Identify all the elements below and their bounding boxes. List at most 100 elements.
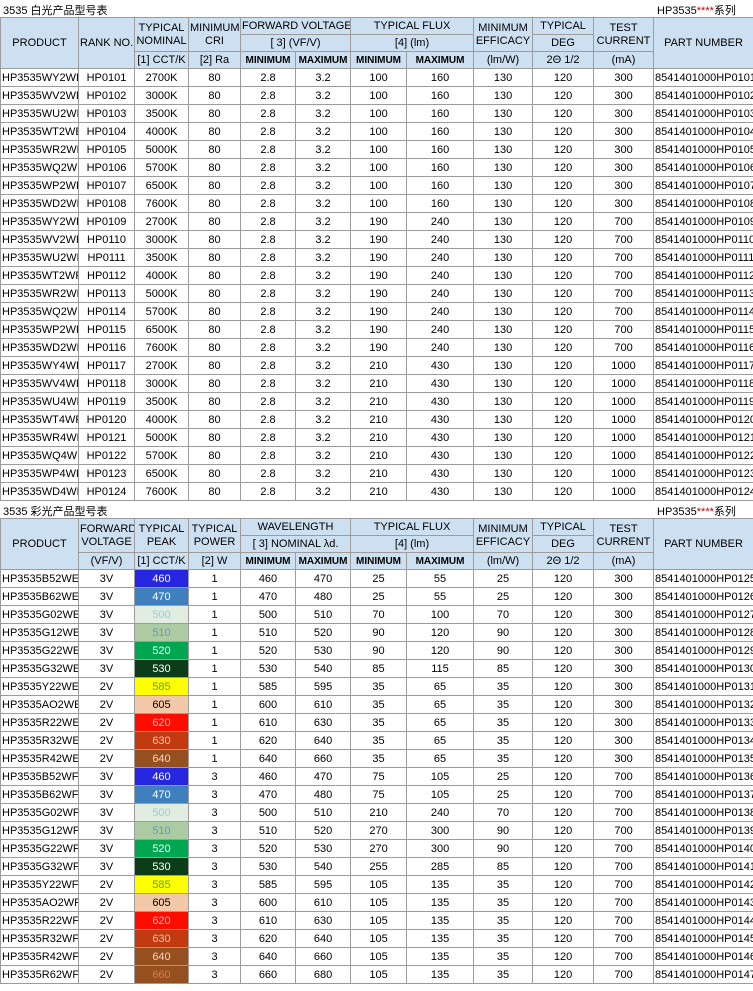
cell-flux-min: 105 [350, 929, 408, 948]
cell-wl-max: 630 [294, 713, 352, 732]
cell-deg: 120 [532, 212, 595, 231]
cell-product: HP3535B52WF [0, 767, 79, 786]
cell-eff: 35 [473, 695, 534, 714]
cell-product: HP3535B62WF [0, 785, 79, 804]
cell-cct: 3000K [134, 86, 189, 105]
cell-part: 8541401000HP0142 [653, 875, 753, 894]
cell-rank: HP0124 [78, 482, 135, 501]
cell-eff: 70 [473, 605, 534, 624]
cell-flux-min: 210 [350, 446, 408, 465]
table-row: HP3535R32WF 2V 630 3 620 640 105 135 35 120 700 854… [0, 929, 753, 948]
cell-deg: 120 [532, 122, 595, 141]
cell-ma: 300 [593, 569, 655, 588]
header-line: CRI [205, 34, 224, 47]
col-header-vf-unit: [ 3] (VF/V) [239, 34, 352, 52]
cell-vf-max: 3.2 [294, 230, 352, 249]
cell-cct: 3500K [134, 104, 189, 123]
cell-deg: 120 [532, 821, 595, 840]
col-header-test-current: TEST CURRENT [593, 17, 655, 52]
cell-wl-max: 595 [294, 677, 352, 696]
table-row: HP3535Y22WE 2V 585 1 585 595 35 65 35 120 300 85414… [0, 677, 753, 696]
cell-deg: 120 [532, 266, 595, 285]
cell-flux-min: 105 [350, 911, 408, 930]
cell-deg: 120 [532, 338, 595, 357]
cell-eff: 85 [473, 857, 534, 876]
col-header-current-unit: (mA) [593, 51, 655, 69]
series-label: HP3535****系列 [657, 2, 736, 18]
cell-rank: HP0122 [78, 446, 135, 465]
cell-vf-max: 3.2 [294, 410, 352, 429]
cell-eff: 130 [473, 356, 534, 375]
table-row: HP3535WD2WE HP0108 7600K 80 2.8 3.2 100 160 130 1… [0, 194, 753, 213]
cell-eff: 130 [473, 446, 534, 465]
cell-flux-max: 430 [406, 464, 475, 483]
header-line: CURRENT [596, 535, 651, 548]
cell-vf: 3V [78, 821, 135, 840]
cell-part: 8541401000HP0137 [653, 785, 753, 804]
cell-eff: 130 [473, 68, 534, 87]
col-header-deg-unit: 2Θ 1/2 [532, 552, 595, 570]
cell-flux-max: 430 [406, 482, 475, 501]
cell-rank: HP0115 [78, 320, 135, 339]
cell-eff: 130 [473, 302, 534, 321]
table-row: HP3535WY4WF HP0117 2700K 80 2.8 3.2 210 430 130 1… [0, 356, 753, 375]
col-header-power-unit: [2] W [188, 552, 241, 570]
cell-eff: 130 [473, 122, 534, 141]
cell-deg: 120 [532, 695, 595, 714]
cell-product: HP3535WV2WF [0, 230, 79, 249]
cell-power: 3 [188, 947, 241, 966]
cell-wl-max: 640 [294, 929, 352, 948]
cell-wl-min: 600 [240, 893, 296, 912]
cell-flux-min: 70 [350, 605, 408, 624]
table-row: HP3535AO2WF 2V 605 3 600 610 105 135 35 120 700 854… [0, 893, 753, 912]
cell-cct: 2700K [134, 356, 189, 375]
cell-deg: 120 [532, 158, 595, 177]
col-header-wavelength: WAVELENGTH [239, 518, 352, 536]
cell-deg: 120 [532, 947, 595, 966]
cell-wl-min: 600 [240, 695, 296, 714]
cell-wl-min: 640 [240, 947, 296, 966]
cell-vf: 2V [78, 749, 135, 768]
col-header-product: PRODUCT [0, 17, 79, 69]
header-line: PEAK [146, 535, 177, 548]
cell-ma: 300 [593, 713, 655, 732]
cell-vf-max: 3.2 [294, 104, 352, 123]
col-header-cct-unit: [1] CCT/K [134, 51, 189, 69]
cell-eff: 130 [473, 284, 534, 303]
cell-flux-min: 85 [350, 659, 408, 678]
series-suffix: 系列 [713, 506, 736, 518]
cell-product: HP3535WQ4WF [0, 446, 79, 465]
cell-deg: 120 [532, 803, 595, 822]
table-row: HP3535AO2WE 2V 605 1 600 610 35 65 35 120 300 85414… [0, 695, 753, 714]
cell-eff: 25 [473, 767, 534, 786]
cell-eff: 130 [473, 194, 534, 213]
cell-product: HP3535WT4WF [0, 410, 79, 429]
cell-flux-min: 190 [350, 338, 408, 357]
cell-deg: 120 [532, 320, 595, 339]
cell-product: HP3535AO2WF [0, 893, 79, 912]
cell-wl-min: 510 [240, 821, 296, 840]
cell-vf-min: 2.8 [240, 248, 296, 267]
header-line: EFFICACY [475, 34, 531, 47]
table-row: HP3535G12WE 3V 510 1 510 520 90 120 90 120 300 8541… [0, 623, 753, 642]
header-line: TYPICAL [138, 522, 185, 535]
cell-cct: 5000K [134, 140, 189, 159]
cell-ma: 700 [593, 875, 655, 894]
cell-product: HP3535WV2WE [0, 86, 79, 105]
cell-flux-max: 100 [406, 605, 475, 624]
cell-product: HP3535B62WE [0, 587, 79, 606]
cell-cri: 80 [188, 446, 241, 465]
cell-deg: 120 [532, 731, 595, 750]
cell-vf-min: 2.8 [240, 338, 296, 357]
cell-vf-min: 2.8 [240, 194, 296, 213]
cell-ma: 700 [593, 857, 655, 876]
cell-vf: 3V [78, 569, 135, 588]
col-header-wl-minimum: MINIMUM [240, 552, 296, 570]
header-line: EFFICACY [475, 535, 531, 548]
cell-wl-max: 595 [294, 875, 352, 894]
cell-vf-max: 3.2 [294, 140, 352, 159]
cell-flux-max: 285 [406, 857, 475, 876]
cell-vf-min: 2.8 [240, 140, 296, 159]
table-row: HP3535B52WF 3V 460 3 460 470 75 105 25 120 700 8541… [0, 767, 753, 786]
cell-wl-max: 540 [294, 659, 352, 678]
